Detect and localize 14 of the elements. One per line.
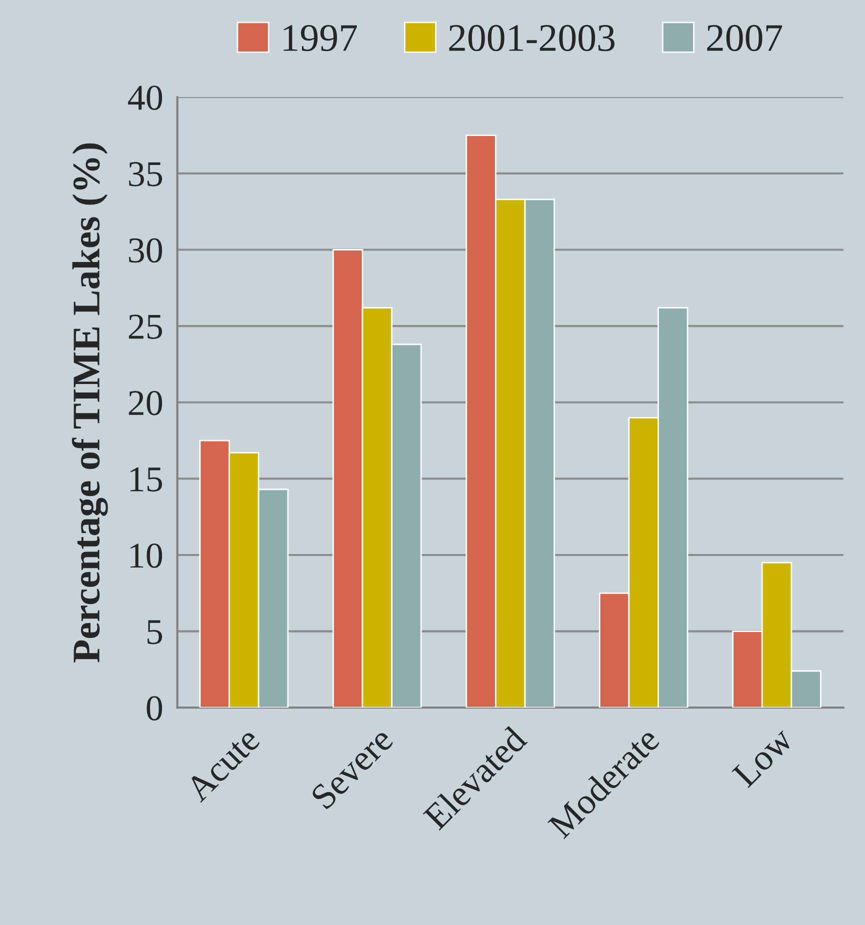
- y-tick-label: 10: [130, 544, 162, 568]
- y-tick-label: 20: [128, 390, 162, 416]
- y-tick-label: 30: [129, 238, 162, 263]
- y-tick-label: 15: [130, 467, 162, 492]
- legend-label: 2007: [707, 24, 782, 52]
- legend-label: 1997: [284, 25, 357, 52]
- y-tick-label: 25: [128, 314, 162, 339]
- y-axis-title: Percentage of TIME Lakes (%): [72, 143, 108, 662]
- y-tick-label: 5: [147, 620, 162, 644]
- y-tick-label: 0: [146, 696, 162, 721]
- y-tick-label: 35: [129, 162, 162, 186]
- x-tick-label: Low: [732, 725, 795, 788]
- y-tick-label: 40: [128, 86, 162, 110]
- legend-label: 2001-2003: [449, 24, 614, 52]
